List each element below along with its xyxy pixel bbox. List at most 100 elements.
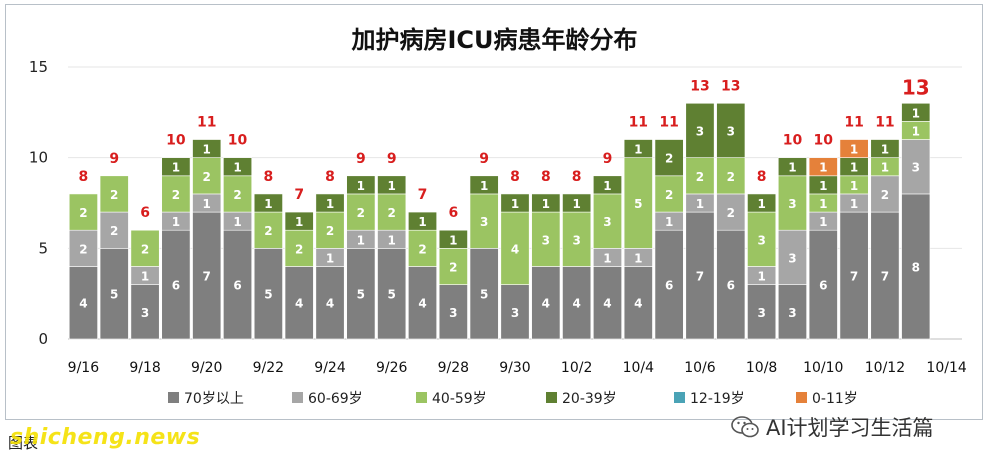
- segment-value-label: 1: [634, 251, 642, 265]
- x-tick-label: 10/8: [746, 360, 777, 376]
- segment-value-label: 5: [357, 288, 365, 302]
- total-value-label: 9: [387, 151, 397, 167]
- segment-value-label: 2: [110, 224, 118, 238]
- segment-value-label: 3: [603, 215, 611, 229]
- total-value-label: 8: [325, 169, 335, 185]
- bar-segment: [438, 248, 468, 285]
- x-tick-label: 10/4: [623, 360, 655, 376]
- segment-value-label: 1: [819, 179, 827, 193]
- total-value-label: 6: [448, 205, 458, 221]
- segment-value-label: 2: [881, 188, 889, 202]
- segment-value-label: 1: [326, 197, 334, 211]
- bar-segment: [593, 175, 622, 195]
- segment-value-label: 1: [480, 179, 488, 193]
- chart-title: 加护病房ICU病患年龄分布: [351, 26, 638, 54]
- segment-value-label: 4: [326, 297, 334, 311]
- bar-segment: [346, 175, 376, 195]
- x-tick-label: 9/28: [438, 360, 469, 376]
- bar-segment: [747, 211, 777, 267]
- wechat-watermark: AI计划学习生活篇: [730, 412, 934, 442]
- segment-value-label: 1: [912, 124, 920, 138]
- segment-value-label: 4: [603, 297, 611, 311]
- bar-segment: [130, 229, 160, 267]
- total-value-label: 8: [510, 169, 520, 185]
- bar-segment: [253, 248, 283, 340]
- segment-value-label: 3: [141, 306, 149, 320]
- x-tick-label: 10/14: [926, 360, 966, 376]
- total-value-label: 11: [875, 115, 894, 131]
- segment-value-label: 3: [727, 124, 735, 138]
- segment-value-label: 3: [757, 233, 765, 247]
- segment-value-label: 2: [665, 152, 673, 166]
- segment-value-label: 1: [357, 179, 365, 193]
- x-tick-label: 10/10: [803, 360, 843, 376]
- segment-value-label: 1: [511, 197, 519, 211]
- site-watermark: shicheng.news: [10, 425, 201, 450]
- legend-label: 12-19岁: [690, 391, 745, 407]
- bar-segment: [685, 102, 715, 158]
- segment-value-label: 1: [449, 233, 457, 247]
- segment-value-label: 2: [357, 206, 365, 220]
- segment-value-label: 1: [819, 161, 827, 175]
- bar-segment: [99, 211, 129, 249]
- total-value-label: 10: [166, 133, 186, 149]
- bar-segment: [130, 284, 160, 340]
- bar-segment: [562, 266, 592, 340]
- total-value-label: 13: [721, 78, 740, 94]
- bar-segment: [562, 211, 592, 267]
- segment-value-label: 2: [110, 188, 118, 202]
- bar-segment: [161, 157, 191, 177]
- bar-segment: [68, 266, 98, 340]
- total-value-label: 9: [603, 151, 613, 167]
- total-value-label: 7: [294, 187, 304, 203]
- wechat-icon: [731, 416, 759, 438]
- bar-segment: [777, 175, 807, 231]
- segment-value-label: 2: [326, 224, 334, 238]
- total-value-label: 13: [690, 78, 709, 94]
- bar-segment: [623, 139, 653, 158]
- segment-value-label: 3: [696, 124, 704, 138]
- bar-segment: [99, 175, 129, 213]
- segment-value-label: 4: [572, 297, 580, 311]
- segment-value-label: 1: [172, 215, 180, 229]
- bar-segment: [808, 157, 838, 177]
- bar-segment: [99, 248, 129, 340]
- bar-segment: [716, 157, 746, 195]
- segment-value-label: 2: [418, 242, 426, 256]
- wechat-account-name: AI计划学习生活篇: [766, 416, 934, 440]
- segment-value-label: 5: [480, 288, 488, 302]
- x-tick-label: 9/18: [129, 360, 160, 376]
- segment-value-label: 2: [141, 242, 149, 256]
- y-tick-label: 0: [38, 330, 48, 348]
- bar-segment: [192, 157, 222, 195]
- legend-swatch: [292, 392, 303, 403]
- bar-segment: [469, 248, 499, 340]
- segment-value-label: 1: [326, 251, 334, 265]
- segment-value-label: 1: [542, 197, 550, 211]
- segment-value-label: 1: [357, 233, 365, 247]
- x-tick-label: 10/6: [684, 360, 716, 376]
- segment-value-label: 2: [233, 188, 241, 202]
- segment-value-label: 3: [788, 197, 796, 211]
- segment-value-label: 3: [788, 251, 796, 265]
- chart-frame: [5, 4, 983, 420]
- total-value-label: 8: [264, 169, 274, 185]
- segment-value-label: 3: [572, 233, 580, 247]
- bar-segment: [346, 248, 376, 340]
- x-tick-label: 10/12: [865, 360, 905, 376]
- segment-value-label: 8: [912, 260, 920, 274]
- bar-segment: [777, 284, 807, 340]
- y-tick-label: 15: [29, 58, 48, 76]
- total-value-label: 9: [479, 151, 489, 167]
- total-value-label: 9: [356, 151, 366, 167]
- segment-value-label: 1: [572, 197, 580, 211]
- bar-segment: [377, 193, 407, 231]
- bar-segment: [531, 193, 561, 213]
- segment-value-label: 1: [881, 161, 889, 175]
- bar-segment: [408, 229, 437, 267]
- bar-segment: [253, 193, 283, 213]
- total-value-label: 9: [109, 151, 119, 167]
- y-tick-label: 10: [29, 149, 48, 167]
- legend-swatch: [546, 392, 557, 403]
